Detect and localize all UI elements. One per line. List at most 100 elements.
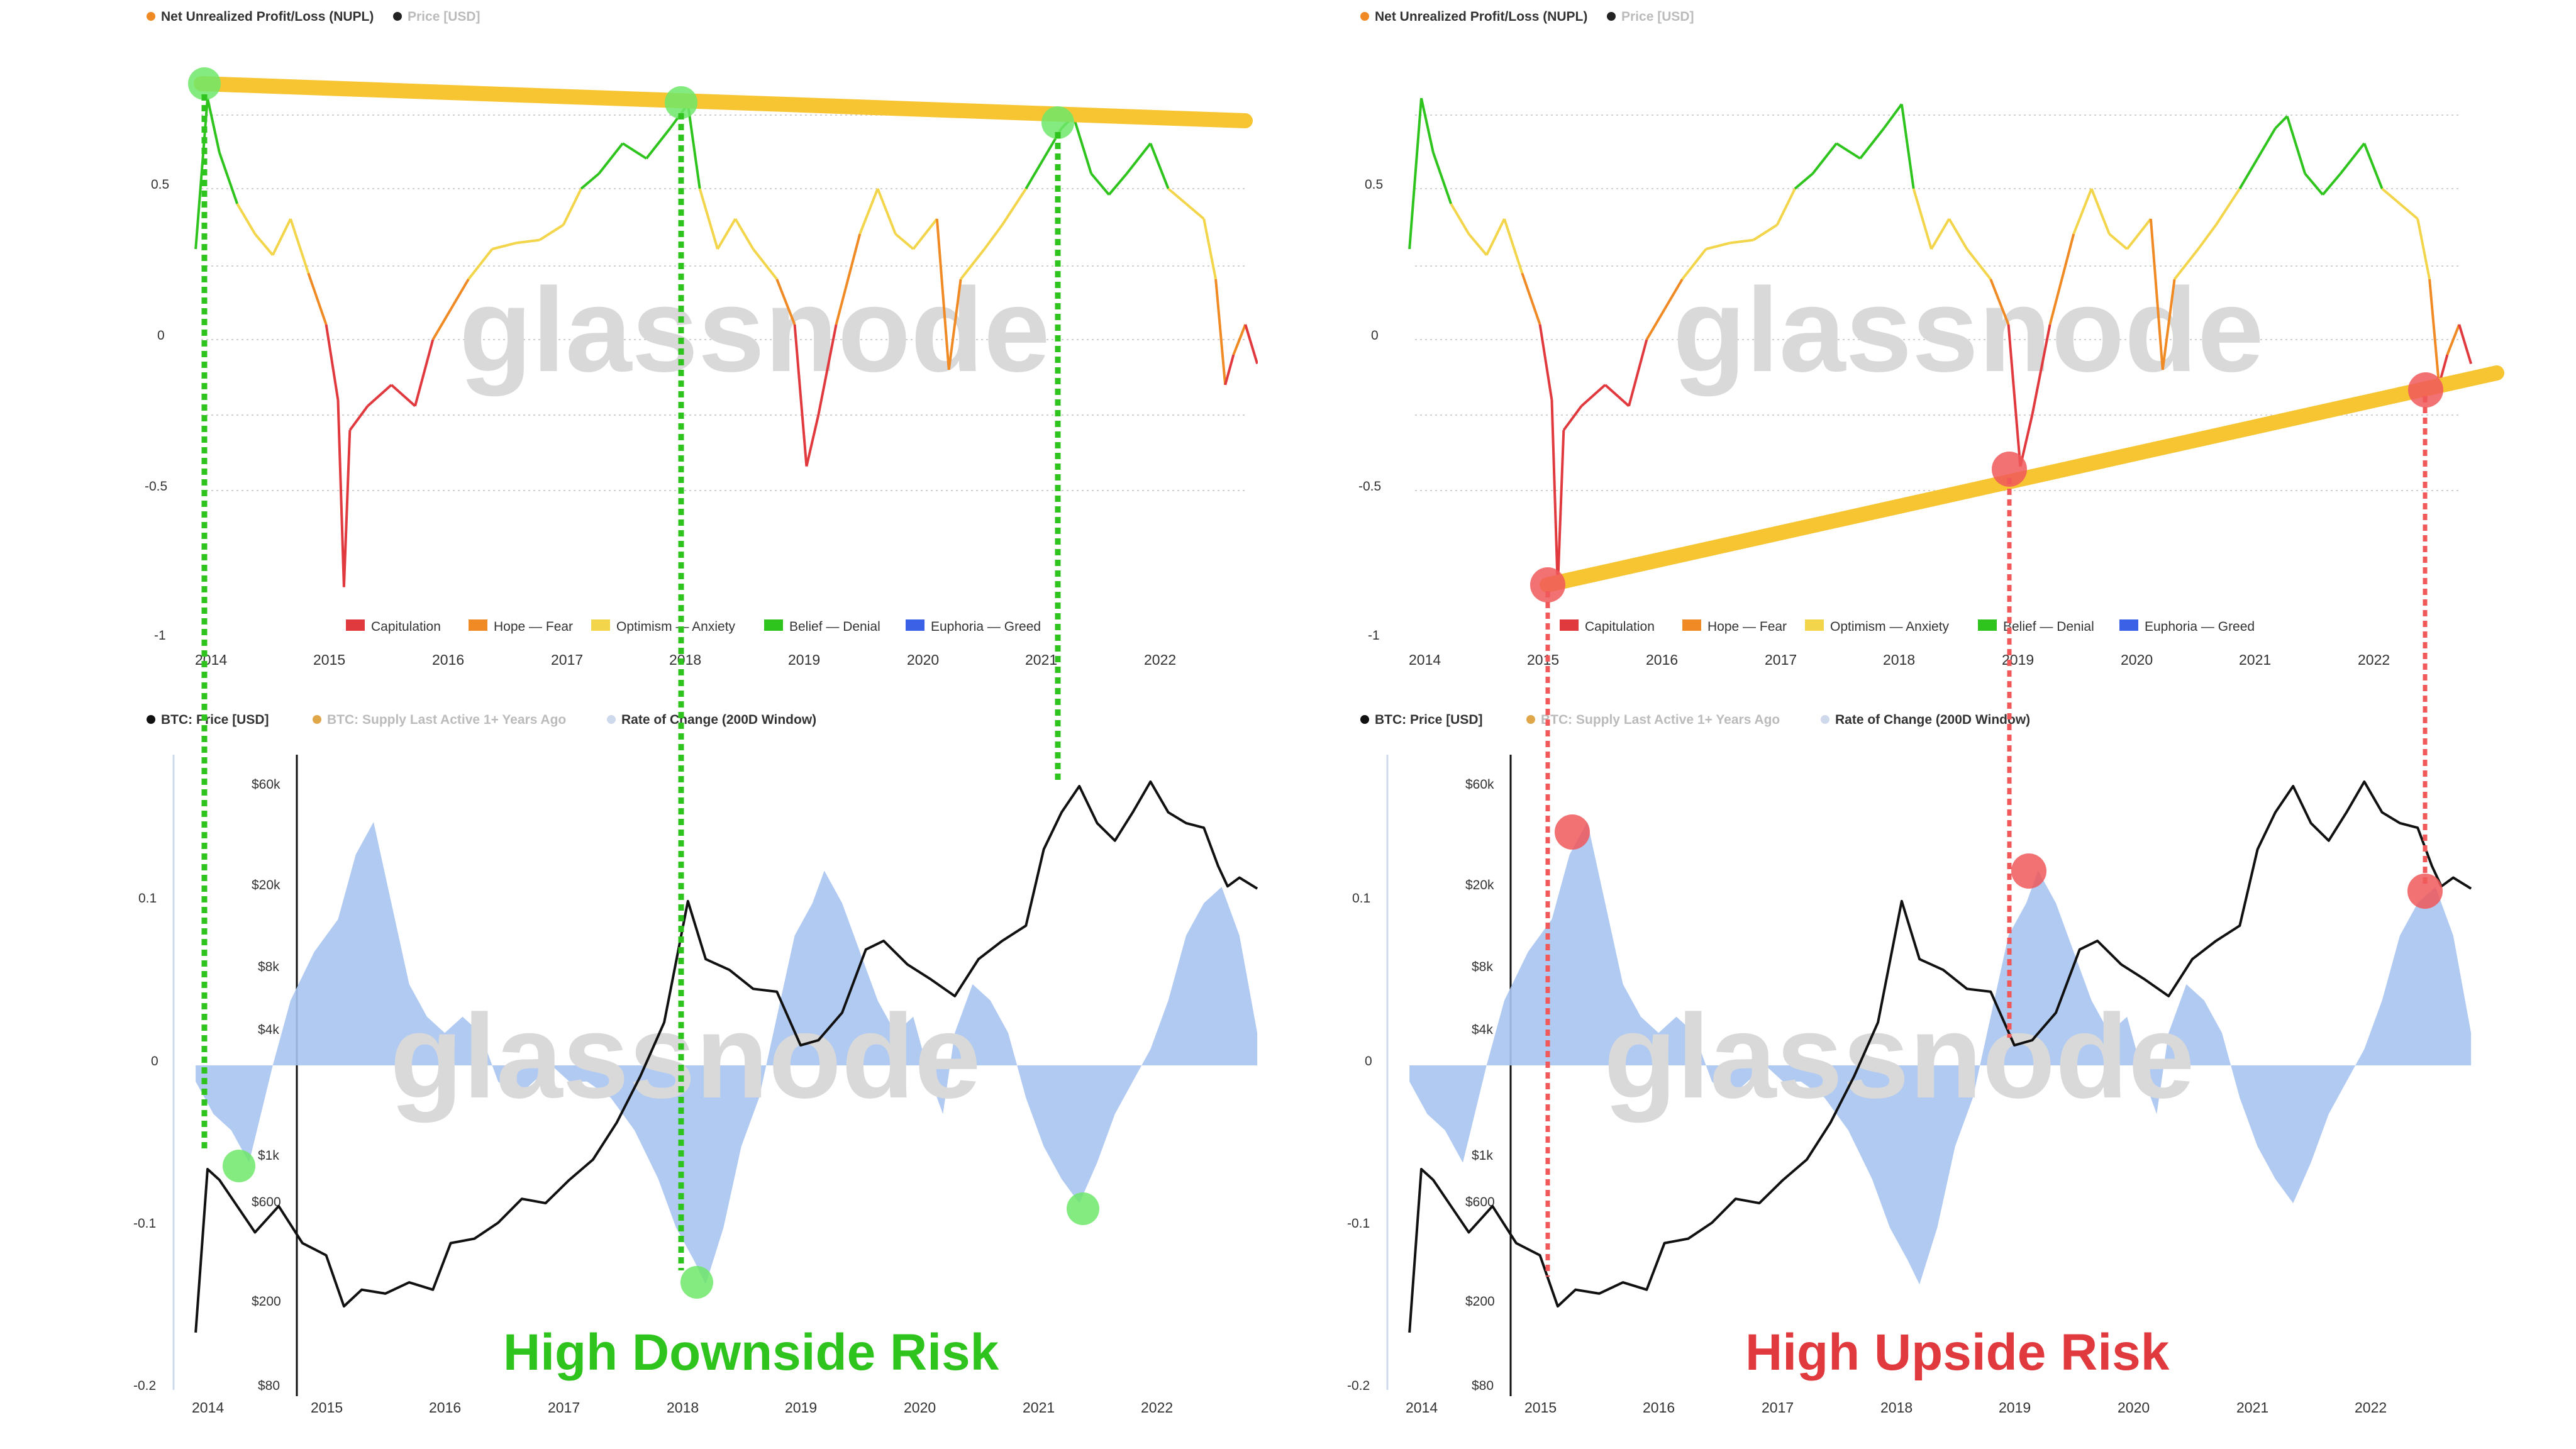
nupl-segment — [1108, 172, 1128, 196]
watermark: glassnode — [459, 264, 1050, 397]
nupl-segment — [1090, 172, 1110, 196]
nupl-segment — [2149, 218, 2164, 370]
y-tick-neg-1: -1 — [1368, 628, 1380, 643]
nupl-segment — [1645, 308, 1666, 341]
roc-high-marker-2015 — [1555, 814, 1590, 850]
x-tick-2021: 2021 — [1025, 652, 1057, 668]
right-price-roc-chart: BTC: Price [USD] BTC: Supply Last Active… — [1347, 713, 2472, 1416]
nupl-segment — [467, 248, 494, 280]
x-tick-2014: 2014 — [192, 1399, 224, 1416]
zone-label-capitulation: Capitulation — [1585, 619, 1655, 634]
nupl-segment — [1024, 157, 1045, 190]
watermark: glassnode — [1604, 990, 2195, 1123]
price-tick-20k: $20k — [252, 878, 280, 892]
roc-tick-0-1: 0.1 — [138, 891, 157, 906]
roc-high-marker-2022 — [2407, 874, 2443, 909]
watermark: glassnode — [1673, 264, 2264, 397]
nupl-segment — [2340, 142, 2365, 175]
price-tick-200: $200 — [1465, 1294, 1495, 1309]
price-tick-1k: $1k — [258, 1148, 279, 1163]
price-tick-20k: $20k — [1465, 878, 1494, 892]
nupl-segment — [775, 279, 796, 325]
nupl-segment — [1072, 116, 1092, 174]
nupl-segment — [1244, 324, 1258, 364]
nupl-segment — [960, 248, 985, 280]
nupl-segment — [597, 142, 624, 175]
legend-dot-supply — [1526, 715, 1535, 724]
nupl-segment — [1167, 187, 1187, 205]
roc-tick-0: 0 — [151, 1054, 158, 1069]
nupl-segment — [1001, 187, 1028, 226]
zone-legend: Capitulation Hope — Fear Optimism — Anxi… — [346, 619, 1041, 634]
nupl-segment — [817, 324, 838, 416]
price-tick-60k: $60k — [1465, 777, 1494, 792]
x-tick-2017: 2017 — [1765, 652, 1797, 668]
nupl-segment — [1467, 233, 1488, 256]
nupl-segment — [2416, 218, 2431, 280]
nupl-segment — [1408, 97, 1423, 250]
x-tick-2014: 2014 — [195, 652, 227, 668]
price-tick-600: $600 — [252, 1195, 281, 1209]
nupl-segment — [894, 233, 914, 250]
nupl-segment — [686, 104, 701, 189]
nupl-segment — [1550, 399, 1559, 587]
roc-tick-neg-0-1: -0.1 — [1347, 1216, 1370, 1231]
nupl-segment — [236, 203, 257, 235]
zone-label-optimism: Optimism — Anxiety — [616, 619, 736, 634]
nupl-segment — [2031, 324, 2051, 416]
left-nupl-chart: Net Unrealized Profit/Loss (NUPL) Price … — [145, 9, 1258, 668]
x-tick-2018: 2018 — [669, 652, 701, 668]
zone-swatch-hope-fear — [1682, 619, 1701, 631]
legend-dot-btc-price — [1360, 715, 1369, 724]
peak-marker-2021 — [1041, 106, 1074, 139]
nupl-segment — [1930, 218, 1950, 250]
price-tick-8k: $8k — [258, 960, 279, 974]
nupl-segment — [622, 142, 647, 160]
price-series-line — [1408, 780, 2472, 1333]
nupl-segment — [516, 238, 540, 245]
price-tick-4k: $4k — [1472, 1023, 1493, 1037]
zone-label-hope-fear: Hope — Fear — [1707, 619, 1787, 634]
roc-axis-ticks: 0.1 0 -0.1 -0.2 — [1347, 891, 1372, 1393]
roc-low-marker-2018 — [680, 1266, 713, 1299]
nupl-segment — [348, 405, 369, 431]
zone-label-hope-fear: Hope — Fear — [494, 619, 573, 634]
x-tick-2015: 2015 — [1527, 652, 1559, 668]
legend-dot-nupl — [147, 12, 155, 21]
nupl-segment — [1811, 142, 1838, 175]
price-tick-4k: $4k — [258, 1023, 279, 1037]
legend-dot-supply — [313, 715, 321, 724]
legend-top-right: Net Unrealized Profit/Loss (NUPL) Price … — [1360, 9, 1694, 24]
x-tick-2019: 2019 — [785, 1399, 817, 1416]
nupl-segment — [1149, 143, 1170, 189]
nupl-segment — [1681, 248, 1707, 280]
legend-dot-nupl — [1360, 12, 1369, 21]
price-tick-200: $200 — [252, 1294, 281, 1309]
x-axis-ticks: 2014 2015 2016 2017 2018 2019 2020 2021 … — [192, 1399, 1173, 1416]
nupl-segment — [2048, 233, 2075, 325]
nupl-segment — [947, 279, 962, 370]
roc-tick-0-1: 0.1 — [1352, 891, 1370, 906]
nupl-segment — [2428, 279, 2441, 386]
peak-marker-2013 — [188, 67, 221, 100]
roc-tick-neg-0-2: -0.2 — [1347, 1379, 1370, 1393]
x-tick-2015: 2015 — [1524, 1399, 1557, 1416]
nupl-segment — [390, 384, 416, 408]
nupl-segment — [449, 278, 470, 311]
y-tick-neg-1: -1 — [154, 628, 166, 643]
legend-btc-price-label: BTC: Price [USD] — [1375, 713, 1483, 727]
price-tick-600: $600 — [1465, 1195, 1495, 1209]
nupl-segment — [1431, 152, 1453, 204]
x-tick-2019: 2019 — [788, 652, 820, 668]
roc-area-fill — [196, 822, 1258, 1285]
price-series-line — [194, 780, 1258, 1333]
nupl-segment — [734, 218, 755, 250]
zone-label-optimism: Optimism — Anxiety — [1830, 619, 1950, 634]
x-tick-2018: 2018 — [1880, 1399, 1913, 1416]
nupl-segment — [1556, 430, 1565, 587]
nupl-segment — [1989, 279, 2010, 325]
right-nupl-chart: Net Unrealized Profit/Loss (NUPL) Price … — [1358, 9, 2504, 668]
nupl-segment — [805, 414, 820, 467]
x-tick-2021: 2021 — [2236, 1399, 2268, 1416]
bottom-marker-2018 — [1992, 452, 2027, 487]
